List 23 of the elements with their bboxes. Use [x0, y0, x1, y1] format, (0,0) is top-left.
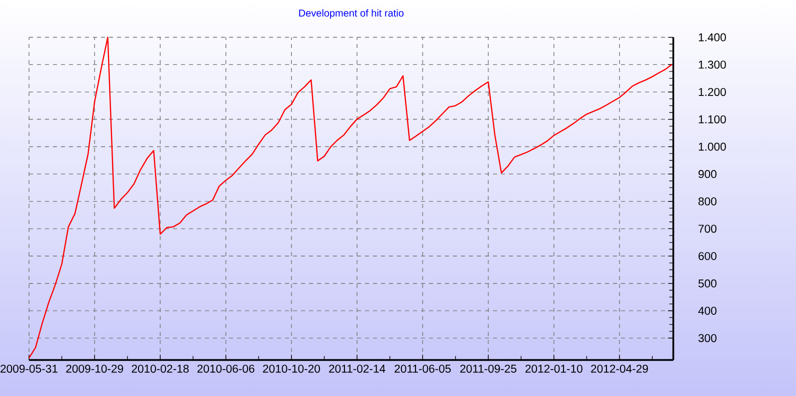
y-tick-label: 600 — [698, 252, 716, 260]
x-tick-label: 2010-02-18 — [132, 364, 189, 373]
x-tick-label: 2011-06-05 — [394, 364, 451, 373]
y-tick-label: 900 — [698, 170, 716, 178]
y-tick-label: 800 — [698, 197, 716, 206]
y-tick-label: 300 — [698, 334, 716, 342]
x-tick-label: 2009-10-29 — [66, 364, 124, 373]
x-tick-label: 2010-10-20 — [263, 364, 320, 373]
y-tick-label: 400 — [698, 306, 716, 315]
x-tick-label: 2011-02-14 — [329, 364, 386, 373]
y-tick-label: 1.300 — [698, 60, 726, 69]
y-tick-label: 1.100 — [698, 115, 726, 124]
x-tick-label: 2012-01-10 — [525, 364, 582, 373]
chart-title: Development of hit ratio — [299, 9, 404, 19]
y-tick-label: 700 — [698, 224, 716, 233]
y-tick-label: 1.200 — [698, 88, 726, 96]
y-tick-label: 1.400 — [698, 33, 726, 42]
y-tick-label: 1.000 — [698, 142, 726, 151]
x-tick-label: 2012-04-29 — [591, 364, 648, 373]
x-tick-label: 2011-09-25 — [460, 364, 516, 373]
x-tick-label: 2009-05-31 — [0, 364, 58, 373]
y-tick-label: 500 — [698, 279, 716, 288]
x-tick-label: 2010-06-06 — [197, 364, 254, 373]
